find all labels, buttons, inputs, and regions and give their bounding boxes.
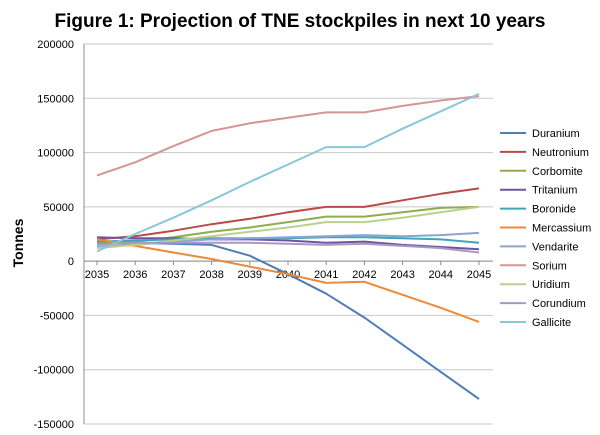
legend-label: Tritanium [532, 185, 577, 197]
x-tick-label: 2035 [85, 269, 109, 281]
series-line-duranium [96, 240, 480, 400]
y-tick-label: 200000 [37, 39, 74, 51]
y-tick-label: -100000 [34, 365, 74, 377]
legend-label: Mercassium [532, 223, 591, 235]
y-tick-label: -150000 [34, 419, 74, 431]
series-line-sorium [96, 95, 480, 177]
y-axis-label: Tonnes [10, 218, 26, 267]
x-tick-label: 2044 [429, 269, 453, 281]
series-line-mercassium [96, 238, 480, 323]
legend-label: Gallicite [532, 317, 571, 329]
legend-label: Vendarite [532, 241, 578, 253]
x-tick-label: 2042 [352, 269, 376, 281]
legend: Duranium Neutronium Corbomite Tritanium Boro… [500, 128, 591, 329]
y-tick-label: -50000 [40, 310, 74, 322]
legend-label: Uridium [532, 279, 570, 291]
x-tick-label: 2041 [314, 269, 338, 281]
legend-label: Duranium [532, 128, 580, 140]
legend-label: Corbomite [532, 166, 583, 178]
x-tick-label: 2036 [123, 269, 147, 281]
y-tick-label: 100000 [37, 148, 74, 160]
x-tick-label: 2039 [238, 269, 262, 281]
series-line-corundium [96, 241, 480, 254]
chart-title: Figure 1: Projection of TNE stockpiles i… [55, 11, 546, 32]
plot-area: -150000 -100000 -50000 0 50000 100000 150000 20… [34, 39, 493, 431]
legend-label: Corundium [532, 298, 586, 310]
x-tick-label: 2045 [467, 269, 491, 281]
series-line-neutronium [96, 187, 480, 241]
series-line-gallicite [96, 92, 480, 253]
x-tick-label: 2038 [199, 269, 223, 281]
series-line-tritanium [96, 236, 480, 251]
legend-label: Sorium [532, 260, 567, 272]
x-tick-label: 2037 [161, 269, 185, 281]
y-tick-label: 150000 [37, 93, 74, 105]
legend-label: Neutronium [532, 147, 589, 159]
legend-label: Boronide [532, 204, 576, 216]
y-tick-label: 0 [68, 256, 74, 268]
x-tick-label: 2043 [390, 269, 414, 281]
y-tick-label: 50000 [43, 202, 74, 214]
